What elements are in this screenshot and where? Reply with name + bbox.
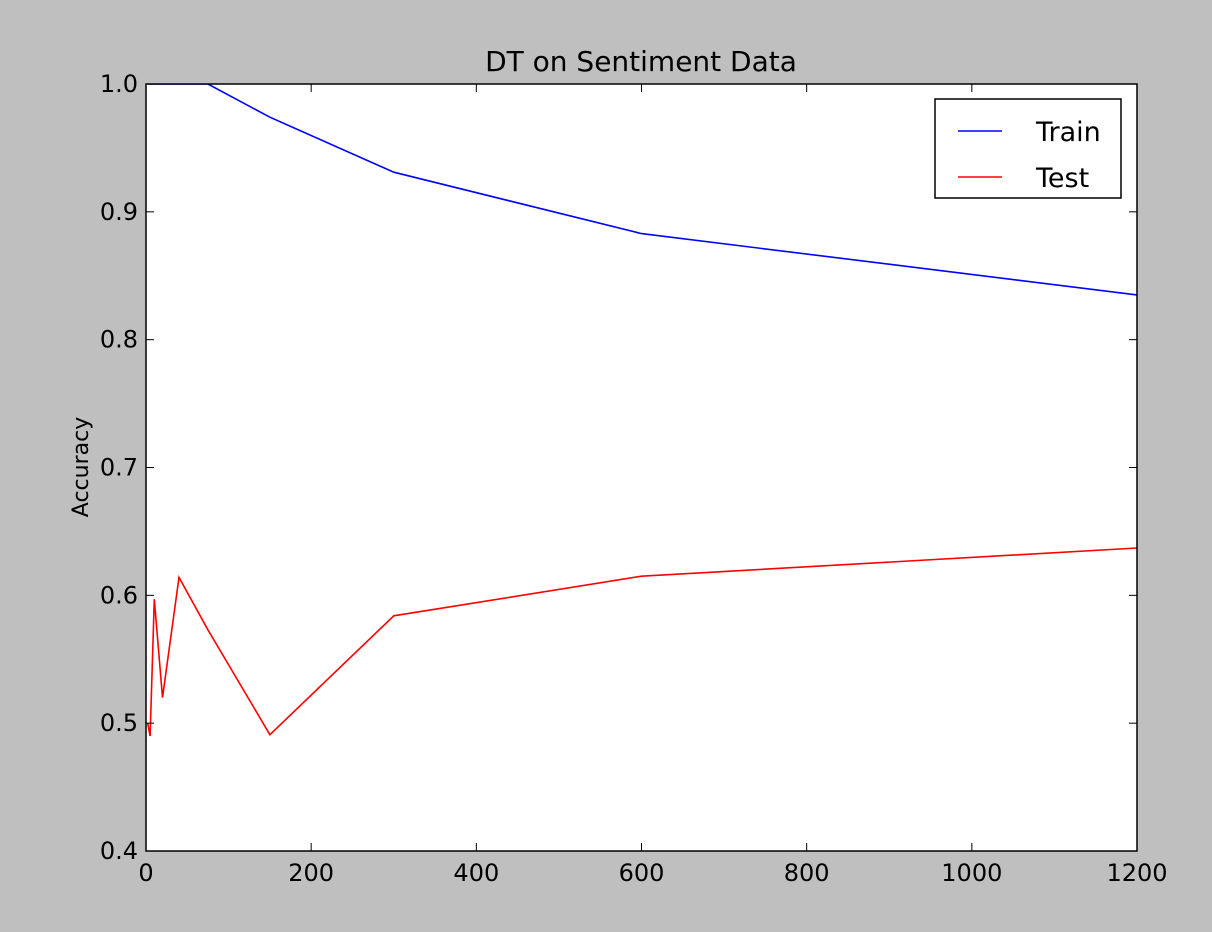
legend: Train Test	[934, 98, 1122, 199]
x-tick-label: 0	[138, 859, 153, 887]
x-tick-label: 1000	[941, 859, 1002, 887]
x-tick-label: 200	[288, 859, 334, 887]
chart-title: DT on Sentiment Data	[485, 45, 797, 78]
legend-label-test: Test	[1035, 163, 1089, 194]
x-tick-label: 400	[453, 859, 499, 887]
x-tick-label: 1200	[1106, 859, 1167, 887]
plot-area-background	[146, 84, 1137, 851]
y-tick-label: 0.4	[100, 837, 138, 865]
legend-label-train: Train	[1035, 117, 1101, 148]
series-line-train	[147, 84, 1137, 296]
y-tick-label: 1.0	[100, 70, 138, 98]
y-tick-label: 0.5	[100, 709, 138, 737]
legend-entries: Train Test	[958, 117, 1101, 194]
plot-area-frame	[145, 83, 1138, 852]
y-axis-label: Accuracy	[69, 417, 94, 517]
x-tick-label: 600	[619, 859, 665, 887]
y-tick-label: 0.9	[100, 198, 138, 226]
y-tick-label: 0.8	[100, 326, 138, 354]
series-layer	[146, 84, 1137, 737]
x-tick-label: 800	[784, 859, 830, 887]
y-tick-label: 0.7	[100, 454, 138, 482]
legend-frame	[934, 98, 1122, 199]
ticks-layer: 0 200 400 600 800 1000 1200 0.4 0.5 0.6 0.7 0.8 0.9 1…	[100, 70, 1168, 887]
series-line-test	[146, 547, 1137, 737]
y-tick-label: 0.6	[100, 581, 138, 609]
